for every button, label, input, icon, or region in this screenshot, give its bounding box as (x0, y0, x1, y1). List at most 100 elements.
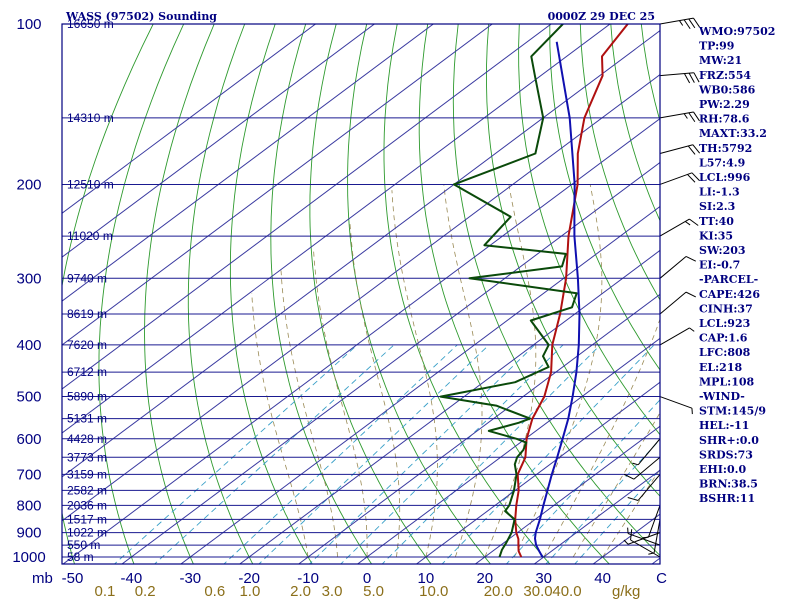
temperature-tick-label: 40 (594, 570, 611, 587)
index-item: BSHR:11 (699, 492, 755, 505)
isotherm-line (62, 24, 552, 390)
temperature-tick-label: -50 (62, 570, 84, 587)
dry-adiabat-line (229, 24, 313, 564)
pressure-label: 700 (16, 466, 41, 483)
index-item: STM:145/9 (699, 405, 766, 418)
temperature-tick-label: 20 (476, 570, 493, 587)
mixing-ratio-lines (113, 344, 660, 564)
isotherms (62, 24, 660, 564)
index-item: EI:-0.7 (699, 259, 740, 272)
height-label: 4428 m (67, 432, 107, 446)
isotherm-line (533, 469, 660, 564)
index-item: LCL:923 (699, 317, 750, 330)
mixing-ratio-line (505, 399, 660, 564)
height-label: 3159 m (67, 467, 107, 481)
height-labels: 16650 m 14310 m 12510 m 11020 m 9740 m 8619 m… (67, 17, 114, 564)
height-label: 3773 m (67, 450, 107, 464)
pressure-label: 900 (16, 525, 41, 542)
wind-barb (659, 291, 696, 315)
temperature-tick-label: -30 (179, 570, 201, 587)
height-label: 5890 m (67, 390, 107, 404)
mixing-ratio-line (153, 344, 395, 564)
index-item: EHI:0.0 (699, 463, 746, 476)
index-item: TH:5792 (699, 142, 752, 155)
isotherm-line (62, 24, 435, 302)
height-label: 11020 m (67, 229, 113, 243)
pressure-label: 200 (16, 176, 41, 193)
index-item: SHR+:0.0 (699, 434, 759, 447)
mixing-ratio-line (258, 344, 490, 564)
index-item: TT:40 (699, 215, 734, 228)
index-item: SRDS:73 (699, 448, 753, 461)
index-item: MPL:108 (699, 375, 755, 388)
index-item: -PARCEL- (699, 273, 758, 286)
time-title: 0000Z 29 DEC 25 (548, 10, 655, 23)
dry-adiabat-line (309, 24, 432, 564)
index-item: BRN:38.5 (699, 478, 758, 491)
pressure-label: 600 (16, 431, 41, 448)
isotherm-line (62, 24, 611, 434)
height-label: 14310 m (67, 111, 114, 125)
pressure-unit-label: mb (32, 570, 53, 587)
mixing-ratio-tick-label: 30.0 (523, 583, 552, 600)
mixing-ratio-line (340, 344, 564, 564)
height-label: 16650 m (67, 17, 114, 31)
index-item: MW:21 (699, 54, 742, 67)
wind-barb (623, 532, 661, 545)
wind-barb (659, 144, 701, 155)
isotherm-line (121, 161, 660, 564)
series-line-temperature (514, 24, 629, 558)
index-item: SW:203 (699, 244, 746, 257)
pressure-label: 800 (16, 497, 41, 514)
isotherm-line (297, 293, 660, 564)
wind-barb (627, 474, 661, 501)
dry-adiabat-line (579, 24, 660, 301)
temperature-tick-label: 0 (363, 570, 371, 587)
mixing-ratio-tick-label: 20.0 (484, 583, 513, 600)
mixing-ratio-tick-label: 40.0 (552, 583, 581, 600)
pressure-labels: 100 200 300 400 500 600 700 800 900 1000 (12, 16, 45, 566)
index-item: KI:35 (699, 229, 733, 242)
moist-adiabat-line (251, 293, 309, 558)
mixing-ratio-tick-label: 0.1 (94, 583, 115, 600)
temperature-tick-label: -40 (121, 570, 143, 587)
moist-adiabat-line (349, 221, 401, 558)
isotherm-line (356, 337, 660, 564)
temperature-tick-label: C (656, 570, 667, 587)
dry-adiabat-line (98, 24, 185, 564)
height-label: 9740 m (67, 271, 107, 285)
index-item: LCL:996 (699, 171, 751, 184)
mixing-ratio-line (223, 344, 458, 564)
dry-adiabat-line (486, 24, 660, 497)
temperature-tick-label: -20 (238, 570, 260, 587)
height-label: 8619 m (67, 307, 107, 321)
dry-adiabat-line (452, 24, 660, 557)
height-label: 12510 m (67, 177, 114, 191)
temperature-tick-label: 10 (418, 570, 435, 587)
pressure-label: 1000 (12, 549, 45, 566)
dry-adiabat-line (347, 24, 492, 564)
isotherm-line (62, 24, 494, 346)
dry-adiabat-line (549, 24, 660, 371)
moist-adiabat-line (543, 318, 660, 558)
pressure-label: 300 (16, 270, 41, 287)
height-label: 7620 m (67, 338, 107, 352)
index-item: -WIND- (699, 390, 745, 403)
mixing-ratio-line (113, 344, 358, 564)
wind-barb (659, 72, 700, 84)
dry-adiabat-line (62, 24, 154, 564)
dry-adiabat-line (518, 24, 660, 436)
dry-adiabat-line (144, 24, 215, 564)
mixing-ratio-tick-label: 1.0 (239, 583, 260, 600)
mixing-ratio-unit-label: g/kg (612, 583, 640, 600)
index-item: SI:2.3 (699, 200, 735, 213)
index-item: TP:99 (699, 40, 734, 53)
mixing-ratio-tick-label: 5.0 (363, 583, 384, 600)
index-item: MAXT:33.2 (699, 127, 767, 140)
isotherm-line (180, 205, 660, 564)
dry-adiabat-line (418, 24, 610, 564)
mixing-ratio-tick-label: 0.2 (135, 583, 156, 600)
height-label: 1022 m (67, 526, 107, 540)
wind-barbs (623, 17, 701, 558)
